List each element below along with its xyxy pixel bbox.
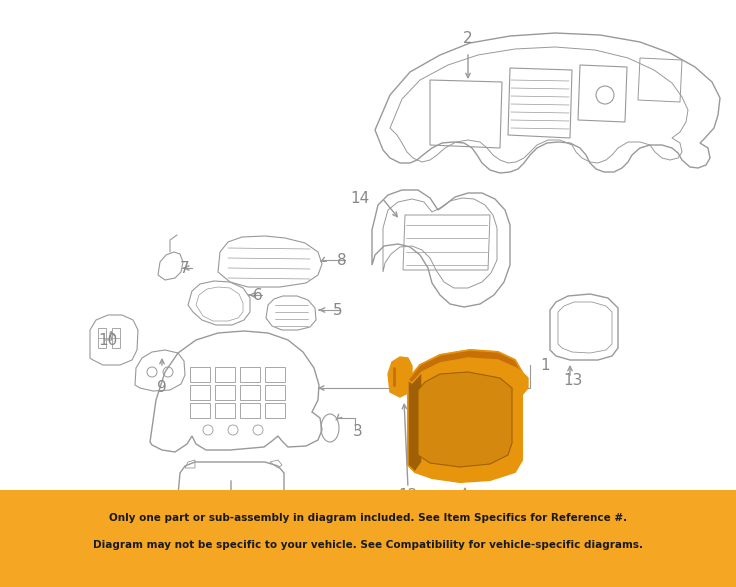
Text: Diagram may not be specific to your vehicle. See Compatibility for vehicle-speci: Diagram may not be specific to your vehi… [93,540,643,550]
Bar [190,367,210,382]
Polygon shape [408,372,422,472]
Text: 8: 8 [337,252,347,268]
Bar [265,367,285,382]
Polygon shape [388,357,412,397]
Polygon shape [408,350,522,383]
Text: 6: 6 [253,288,263,302]
Text: 7: 7 [180,261,190,275]
Text: 11: 11 [454,504,474,519]
Polygon shape [408,350,522,482]
Text: 12: 12 [398,487,417,502]
Text: 9: 9 [157,380,167,396]
Text: 10: 10 [99,332,118,348]
Bar [0,490,736,587]
Bar [215,367,235,382]
Text: 5: 5 [333,302,343,318]
Bar [265,403,285,418]
Bar [190,403,210,418]
Text: 2: 2 [463,31,473,46]
Bar [240,403,260,418]
Text: Only one part or sub-assembly in diagram included. See Item Specifics for Refere: Only one part or sub-assembly in diagram… [109,513,627,523]
Text: 3: 3 [353,424,363,440]
Text: 4: 4 [226,502,236,518]
Text: 14: 14 [350,191,369,205]
Bar [240,367,260,382]
Bar [215,385,235,400]
Bar [190,385,210,400]
Bar [265,385,285,400]
Bar [215,403,235,418]
Text: 1: 1 [540,357,550,373]
Polygon shape [515,372,528,400]
Bar [240,385,260,400]
Text: 13: 13 [563,373,583,387]
Polygon shape [418,372,512,467]
